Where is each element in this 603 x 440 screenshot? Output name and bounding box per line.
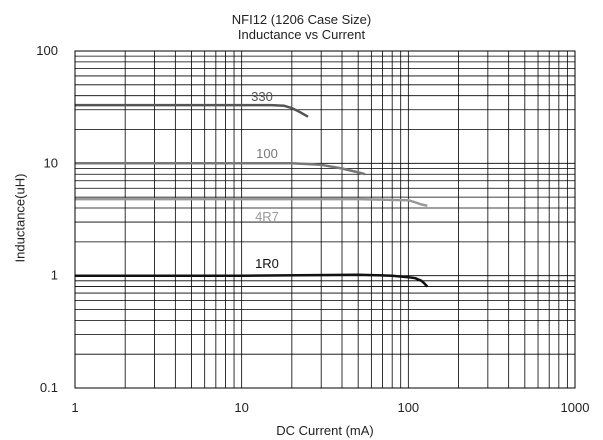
series-label: 4R7: [255, 209, 279, 224]
x-tick-label: 10: [234, 400, 248, 415]
series-line-100: [75, 162, 366, 176]
series-label: 330: [251, 89, 273, 104]
chart-title: NFI12 (1206 Case Size): [231, 12, 372, 27]
y-tick-label: 100: [36, 43, 58, 58]
x-tick-label: 1000: [561, 400, 590, 415]
grid-lines: [74, 51, 575, 389]
y-tick-label: 10: [44, 155, 58, 170]
series-label: 100: [256, 146, 278, 161]
x-tick-label: 1: [71, 400, 78, 415]
tick-labels: 1 10 100 1000 0.1 1 10 100: [36, 43, 589, 415]
chart-subtitle: Inductance vs Current: [237, 27, 366, 42]
series-lines: 330 100 4R7 1R0: [75, 89, 429, 288]
series-line-1r0: [75, 273, 429, 288]
y-tick-label: 1: [51, 268, 58, 283]
y-axis-label: Inductance(uH): [12, 173, 28, 263]
y-tick-label: 0.1: [40, 380, 58, 395]
series-line-330: [75, 103, 309, 118]
series-label: 1R0: [255, 256, 279, 271]
series-line-4r7: [75, 197, 428, 207]
x-tick-label: 100: [397, 400, 419, 415]
plot-area: [75, 51, 575, 388]
plot-border: [74, 50, 576, 389]
x-axis-label: DC Current (mA): [276, 423, 374, 438]
